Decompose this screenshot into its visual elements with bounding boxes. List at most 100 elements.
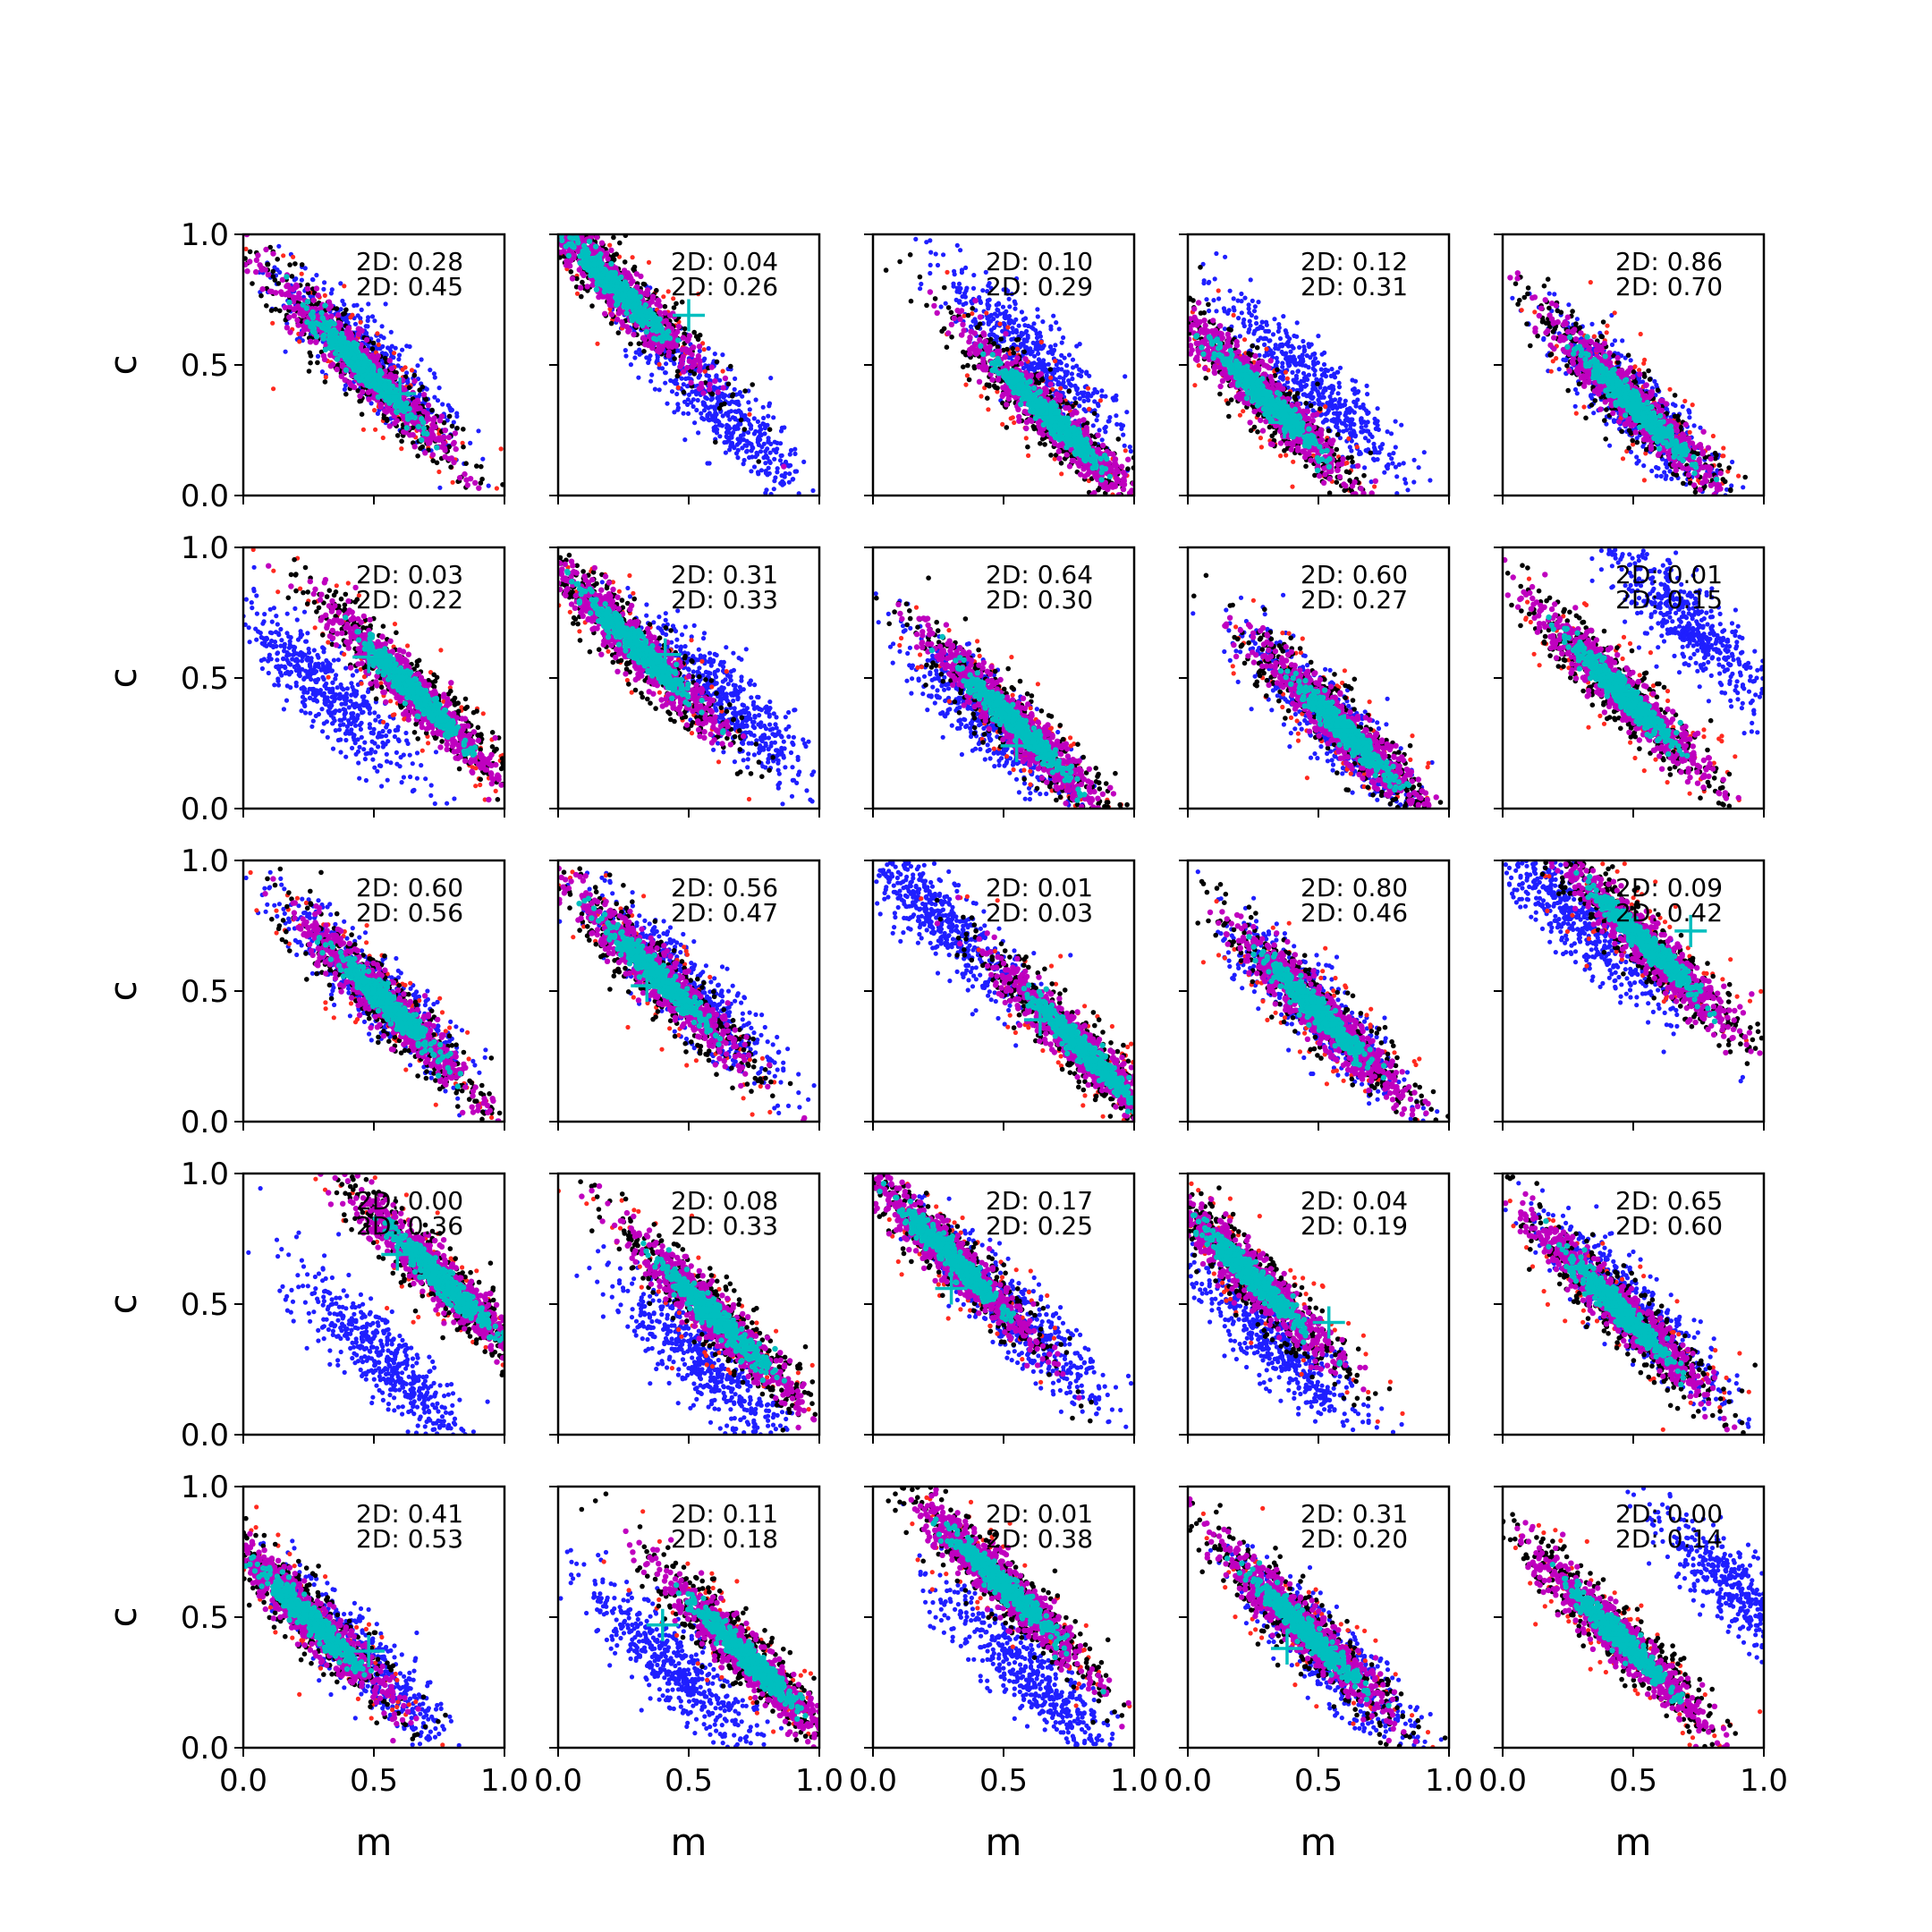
data-point	[636, 341, 642, 347]
data-point	[1096, 403, 1101, 409]
data-point	[415, 363, 420, 369]
data-point	[991, 332, 996, 337]
data-point	[1004, 291, 1010, 296]
data-point	[640, 307, 647, 313]
data-point	[986, 321, 991, 326]
data-point	[1054, 362, 1059, 368]
data-point	[723, 450, 729, 455]
data-point	[779, 473, 784, 479]
data-point	[608, 320, 614, 326]
data-point	[391, 351, 397, 356]
data-point	[638, 273, 644, 280]
data-point	[706, 345, 711, 352]
data-point	[810, 487, 816, 494]
data-point	[574, 291, 580, 296]
data-point	[644, 292, 650, 298]
data-point	[589, 282, 596, 288]
data-point	[1011, 320, 1017, 326]
data-point	[592, 243, 599, 250]
data-point	[1016, 323, 1021, 328]
data-point	[596, 260, 603, 267]
data-point	[343, 383, 348, 388]
data-point	[671, 305, 677, 310]
data-point	[420, 425, 428, 431]
data-point	[956, 281, 962, 286]
data-point	[376, 342, 381, 347]
data-point	[618, 274, 624, 281]
data-point	[756, 459, 761, 464]
data-point	[629, 318, 636, 324]
data-point	[962, 294, 968, 300]
data-point	[637, 347, 642, 352]
data-point	[679, 360, 685, 367]
data-point	[675, 407, 681, 412]
data-point	[924, 240, 929, 245]
data-point	[392, 374, 398, 380]
data-point	[707, 381, 713, 387]
data-point	[451, 419, 456, 425]
data-point	[310, 297, 317, 303]
data-point	[668, 357, 674, 362]
data-point	[1079, 369, 1084, 374]
data-point	[680, 335, 687, 341]
data-point	[559, 237, 565, 243]
data-point	[275, 281, 282, 286]
data-point	[265, 261, 271, 267]
data-point	[995, 335, 1000, 340]
data-point	[985, 302, 990, 308]
data-point	[724, 435, 730, 440]
data-point	[728, 434, 733, 439]
data-point	[1052, 456, 1057, 462]
data-point	[597, 272, 604, 278]
data-point	[625, 328, 631, 335]
data-point	[691, 371, 698, 377]
data-point	[662, 309, 668, 316]
data-point	[701, 347, 707, 352]
data-point	[277, 308, 283, 314]
data-point	[674, 391, 680, 397]
data-point	[386, 385, 394, 392]
data-point	[640, 335, 647, 341]
data-point	[293, 276, 299, 282]
data-point	[649, 293, 657, 300]
data-point	[268, 308, 275, 313]
data-point	[1090, 423, 1096, 428]
data-point	[318, 309, 325, 316]
data-point	[675, 385, 682, 390]
data-point	[713, 424, 718, 429]
data-point	[753, 454, 758, 460]
data-point	[478, 480, 484, 486]
data-point	[1031, 321, 1037, 326]
data-point	[434, 460, 440, 466]
data-point	[959, 267, 965, 273]
data-point	[364, 382, 370, 388]
data-point	[695, 397, 700, 403]
data-point	[284, 274, 290, 280]
data-point	[1013, 306, 1018, 311]
data-point	[563, 243, 569, 250]
data-point	[411, 399, 419, 405]
data-point	[1094, 418, 1099, 423]
data-point	[748, 426, 754, 431]
data-point	[272, 265, 277, 270]
data-point	[333, 329, 339, 335]
data-point	[313, 285, 320, 292]
data-point	[1127, 445, 1132, 450]
data-point	[742, 416, 748, 421]
data-point	[648, 299, 655, 305]
data-point	[305, 282, 310, 288]
data-point	[957, 299, 962, 304]
data-point	[690, 389, 695, 394]
data-point	[380, 343, 386, 349]
data-point	[708, 397, 714, 402]
data-point	[985, 298, 990, 303]
data-point	[371, 379, 377, 386]
data-point	[681, 382, 686, 387]
data-point	[1026, 453, 1031, 458]
data-point	[437, 485, 443, 490]
data-point	[576, 267, 582, 273]
data-point	[1071, 365, 1076, 370]
data-point	[958, 248, 963, 253]
